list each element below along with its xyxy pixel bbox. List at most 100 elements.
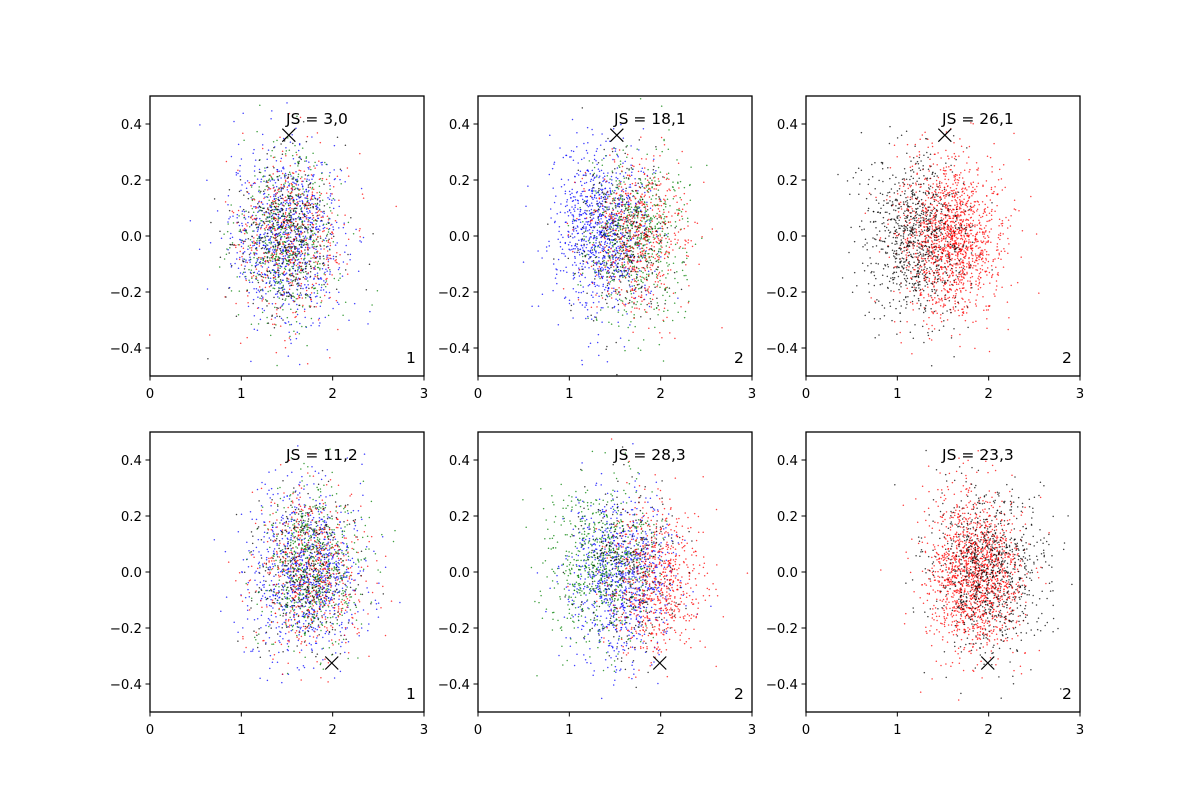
x-marker <box>281 128 296 143</box>
scatter-point <box>610 266 612 269</box>
scatter-point <box>323 183 325 185</box>
scatter-point <box>271 303 274 305</box>
scatter-point <box>290 342 292 345</box>
scatter-point <box>595 239 597 242</box>
scatter-point <box>280 228 282 231</box>
scatter-point <box>590 265 593 268</box>
scatter-point <box>319 235 322 238</box>
scatter-point <box>605 348 607 351</box>
scatter-point <box>288 212 291 215</box>
scatter-point <box>648 255 650 258</box>
scatter-point <box>249 258 252 261</box>
scatter-point <box>655 184 658 187</box>
scatter-point <box>289 204 291 206</box>
scatter-point <box>646 289 648 291</box>
scatter-point <box>279 267 281 269</box>
scatter-point <box>268 270 271 272</box>
scatter-point <box>569 235 572 237</box>
scatter-point <box>302 287 304 290</box>
scatter-point <box>309 294 312 296</box>
scatter-point <box>284 241 287 244</box>
scatter-point <box>680 199 683 201</box>
scatter-point <box>706 164 708 167</box>
scatter-point <box>293 229 296 232</box>
scatter-point <box>602 255 605 257</box>
scatter-point <box>662 294 664 297</box>
scatter-point <box>640 287 643 289</box>
scatter-point <box>280 221 283 224</box>
scatter-point <box>614 214 616 217</box>
scatter-point <box>257 289 260 291</box>
scatter-point <box>585 174 587 177</box>
scatter-point <box>280 190 282 192</box>
scatter-point <box>303 215 306 218</box>
scatter-point <box>579 218 581 221</box>
scatter-point <box>581 247 584 249</box>
scatter-point <box>277 269 279 272</box>
scatter-point <box>253 181 256 184</box>
scatter-point <box>607 248 610 251</box>
scatter-point <box>261 147 264 150</box>
scatter-point <box>635 205 637 207</box>
scatter-point <box>623 227 625 229</box>
scatter-point <box>616 154 619 157</box>
scatter-point <box>646 303 648 306</box>
scatter-point <box>271 233 274 235</box>
scatter-point <box>269 334 272 337</box>
scatter-point <box>595 252 597 254</box>
scatter-point <box>646 239 649 241</box>
scatter-point <box>263 227 266 230</box>
scatter-point <box>275 233 278 235</box>
scatter-point <box>604 266 606 268</box>
scatter-point <box>579 301 581 304</box>
scatter-point <box>340 183 342 185</box>
scatter-point <box>598 176 600 179</box>
scatter-point <box>325 258 328 261</box>
scatter-point <box>253 148 255 151</box>
scatter-point <box>686 217 689 220</box>
scatter-point <box>237 267 240 269</box>
scatter-point <box>273 279 275 282</box>
scatter-point <box>216 210 219 212</box>
scatter-point <box>631 164 634 167</box>
scatter-point <box>625 298 628 300</box>
scatter-point <box>996 243 999 245</box>
scatter-point <box>278 188 280 191</box>
scatter-point <box>255 288 258 290</box>
scatter-point <box>307 284 309 286</box>
scatter-point <box>368 263 371 265</box>
scatter-point <box>650 264 652 266</box>
scatter-point <box>254 247 257 250</box>
scatter-point <box>650 245 653 247</box>
scatter-point <box>243 250 246 253</box>
scatter-point <box>294 207 297 209</box>
scatter-point <box>301 306 304 308</box>
scatter-point <box>589 220 592 223</box>
scatter-point <box>560 234 563 236</box>
scatter-point <box>300 158 303 161</box>
scatter-point <box>651 220 653 222</box>
scatter-point <box>283 246 286 248</box>
scatter-point <box>644 269 647 272</box>
scatter-point <box>257 281 260 284</box>
scatter-point <box>619 225 622 228</box>
scatter-point <box>667 309 669 312</box>
scatter-point <box>613 278 616 281</box>
scatter-point <box>686 278 688 281</box>
scatter-point <box>588 266 590 269</box>
scatter-point <box>608 276 611 279</box>
scatter-point <box>314 197 317 200</box>
scatter-point <box>324 285 327 288</box>
scatter-point <box>290 182 293 185</box>
scatter-point <box>236 213 239 216</box>
scatter-point <box>653 250 655 252</box>
scatter-point <box>284 215 286 218</box>
scatter-point <box>641 213 644 216</box>
scatter-point <box>342 226 345 229</box>
scatter-point <box>677 181 679 183</box>
scatter-point <box>595 261 597 264</box>
scatter-point <box>311 246 314 248</box>
scatter-point <box>580 274 583 276</box>
scatter-point <box>335 259 337 261</box>
scatter-point <box>293 202 296 205</box>
